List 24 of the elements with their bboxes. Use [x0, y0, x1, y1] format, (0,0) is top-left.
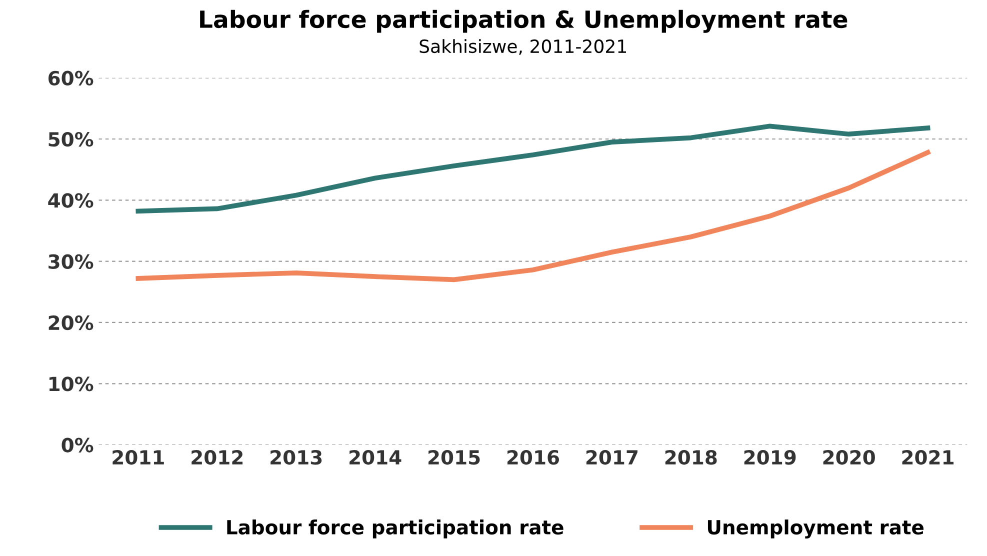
chart-title: Labour force participation & Unemployment rate	[200, 10, 848, 33]
x-tick-label: 2013	[270, 450, 322, 465]
x-tick-label: 2012	[192, 450, 243, 465]
x-tick-label: 2019	[744, 450, 796, 465]
x-tick-label: 2018	[665, 450, 717, 465]
y-tick-label: 0%	[62, 438, 94, 452]
x-tick-label: 2015	[428, 450, 480, 465]
y-tick-label: 50%	[48, 132, 94, 147]
x-tick-label: 2016	[507, 450, 559, 465]
x-tick-label: 2021	[902, 450, 954, 465]
legend-label: Labour force participation rate	[227, 520, 564, 538]
chart-subtitle: Sakhisizwe, 2011-2021	[420, 39, 626, 55]
y-tick-label: 20%	[48, 315, 94, 330]
line-series	[136, 124, 930, 214]
y-tick-label: 10%	[49, 376, 94, 392]
x-tick-label: 2011	[112, 450, 164, 465]
legend-label: Unemployment rate	[708, 520, 924, 538]
line-series	[136, 150, 930, 282]
x-tick-label: 2017	[586, 450, 638, 465]
y-tick-label: 60%	[48, 70, 94, 86]
x-tick-label: 2020	[823, 450, 875, 465]
x-tick-label: 2014	[350, 450, 402, 465]
y-tick-label: 30%	[48, 254, 94, 269]
y-tick-label: 40%	[48, 193, 94, 208]
